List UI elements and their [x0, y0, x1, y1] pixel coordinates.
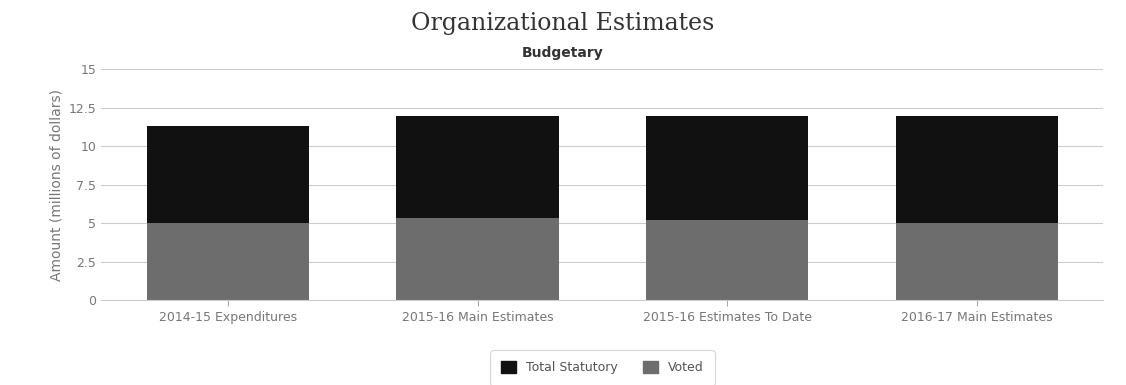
Bar	[646, 220, 808, 300]
Bar	[146, 223, 310, 300]
Bar	[895, 116, 1058, 223]
Bar	[396, 116, 558, 218]
Text: Budgetary: Budgetary	[522, 46, 604, 60]
Bar	[146, 126, 310, 223]
Y-axis label: Amount (millions of dollars): Amount (millions of dollars)	[50, 89, 63, 281]
Legend: Total Statutory, Voted: Total Statutory, Voted	[493, 353, 712, 382]
Text: Organizational Estimates: Organizational Estimates	[411, 12, 715, 35]
Bar	[895, 223, 1058, 300]
Bar	[396, 218, 558, 300]
Bar	[646, 116, 808, 220]
